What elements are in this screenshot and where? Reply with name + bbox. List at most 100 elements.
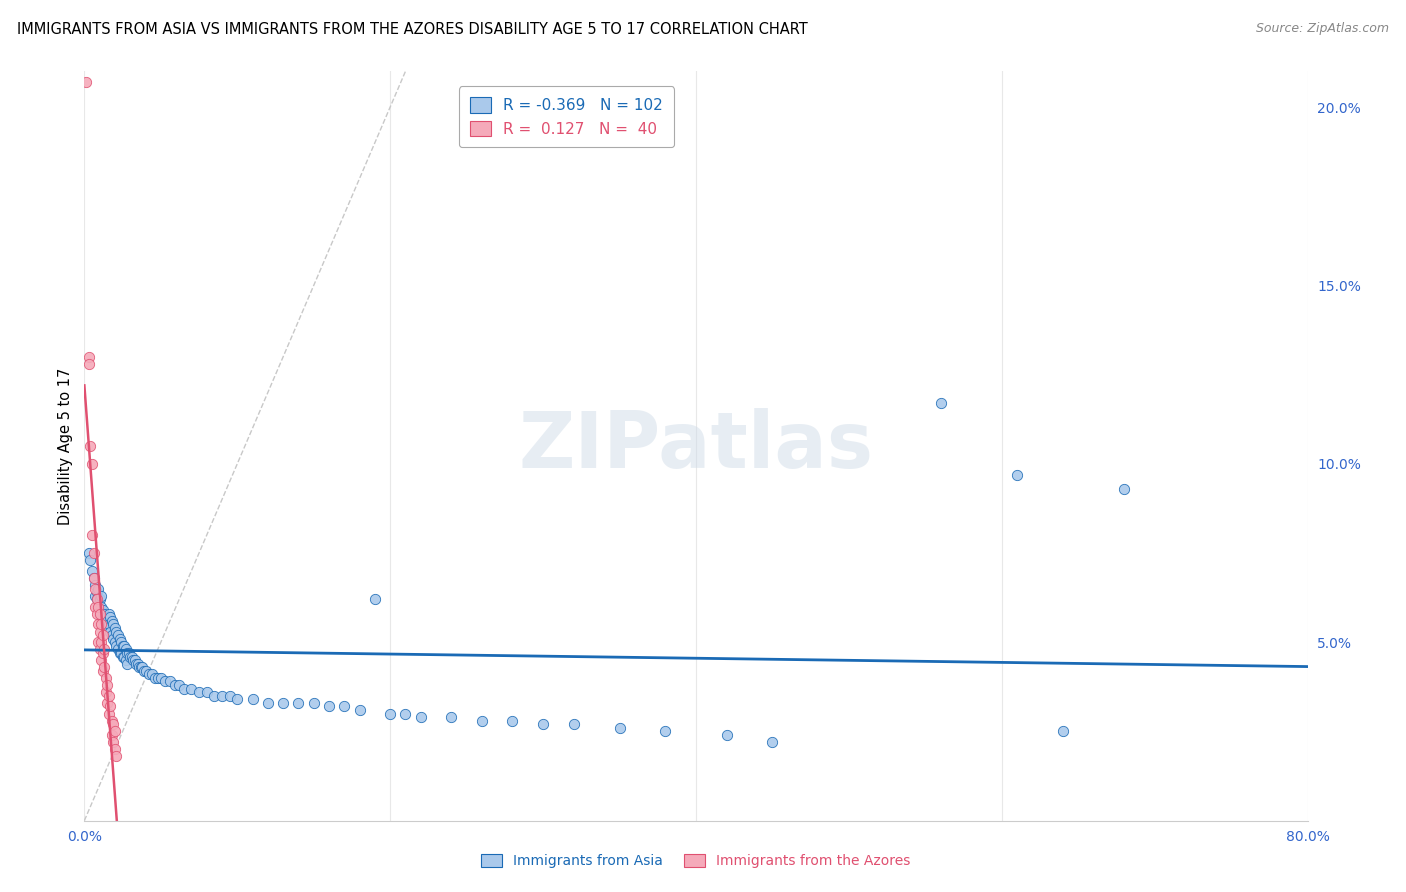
Point xyxy=(84,599,107,614)
Point xyxy=(1005,467,1028,482)
Point xyxy=(94,671,117,685)
Point xyxy=(79,439,101,453)
Point xyxy=(105,749,128,764)
Point xyxy=(79,553,101,567)
Point xyxy=(115,657,138,671)
Point xyxy=(80,528,103,542)
Point xyxy=(364,592,387,607)
Point xyxy=(96,678,118,692)
Point xyxy=(121,649,143,664)
Point xyxy=(94,617,117,632)
Point xyxy=(155,674,177,689)
Point xyxy=(609,721,631,735)
Point xyxy=(146,671,169,685)
Y-axis label: Disability Age 5 to 17: Disability Age 5 to 17 xyxy=(58,368,73,524)
Point xyxy=(112,639,135,653)
Point xyxy=(96,696,118,710)
Point xyxy=(97,617,120,632)
Point xyxy=(93,614,115,628)
Point xyxy=(118,646,141,660)
Point xyxy=(77,350,100,364)
Point xyxy=(108,632,131,646)
Point xyxy=(101,628,124,642)
Point xyxy=(471,714,494,728)
Point xyxy=(654,724,676,739)
Point xyxy=(125,657,148,671)
Point xyxy=(84,578,107,592)
Point xyxy=(104,724,127,739)
Point xyxy=(149,671,172,685)
Point xyxy=(138,667,160,681)
Point xyxy=(101,728,124,742)
Point xyxy=(104,635,127,649)
Point xyxy=(173,681,195,696)
Point xyxy=(380,706,402,721)
Point xyxy=(91,628,114,642)
Point xyxy=(97,706,120,721)
Point xyxy=(96,614,118,628)
Point xyxy=(440,710,463,724)
Point xyxy=(93,660,115,674)
Point xyxy=(103,617,125,632)
Point xyxy=(761,735,783,749)
Point xyxy=(83,571,105,585)
Point xyxy=(333,699,356,714)
Point xyxy=(98,610,121,624)
Point xyxy=(716,728,738,742)
Point xyxy=(122,653,145,667)
Point xyxy=(1052,724,1074,739)
Point xyxy=(86,607,108,621)
Point xyxy=(127,657,149,671)
Point xyxy=(159,674,181,689)
Point xyxy=(195,685,218,699)
Point xyxy=(80,564,103,578)
Point xyxy=(131,660,153,674)
Point xyxy=(86,592,108,607)
Point xyxy=(242,692,264,706)
Point xyxy=(87,599,110,614)
Point xyxy=(302,696,325,710)
Point xyxy=(80,457,103,471)
Point xyxy=(502,714,524,728)
Point xyxy=(143,671,166,685)
Point xyxy=(96,621,118,635)
Point xyxy=(84,589,107,603)
Point xyxy=(91,646,114,660)
Point xyxy=(90,617,112,632)
Point xyxy=(89,642,111,657)
Point xyxy=(111,639,134,653)
Point xyxy=(77,546,100,560)
Point xyxy=(90,599,112,614)
Point xyxy=(91,610,114,624)
Point xyxy=(103,632,125,646)
Point xyxy=(163,678,186,692)
Point xyxy=(94,685,117,699)
Text: ZIPatlas: ZIPatlas xyxy=(519,408,873,484)
Point xyxy=(87,635,110,649)
Point xyxy=(93,642,115,657)
Point xyxy=(141,667,163,681)
Point xyxy=(83,571,105,585)
Text: IMMIGRANTS FROM ASIA VS IMMIGRANTS FROM THE AZORES DISABILITY AGE 5 TO 17 CORREL: IMMIGRANTS FROM ASIA VS IMMIGRANTS FROM … xyxy=(17,22,807,37)
Point xyxy=(75,75,97,89)
Point xyxy=(257,696,280,710)
Point xyxy=(132,664,155,678)
Point xyxy=(531,717,554,731)
Point xyxy=(91,603,114,617)
Point xyxy=(112,649,135,664)
Legend: Immigrants from Asia, Immigrants from the Azores: Immigrants from Asia, Immigrants from th… xyxy=(475,848,917,873)
Point xyxy=(87,582,110,596)
Point xyxy=(114,653,136,667)
Point xyxy=(104,742,127,756)
Point xyxy=(111,649,134,664)
Point xyxy=(124,653,146,667)
Point xyxy=(271,696,294,710)
Point xyxy=(89,624,111,639)
Point xyxy=(108,646,131,660)
Point xyxy=(105,624,128,639)
Point xyxy=(89,607,111,621)
Point xyxy=(104,621,127,635)
Point xyxy=(211,689,233,703)
Point xyxy=(93,607,115,621)
Point xyxy=(394,706,416,721)
